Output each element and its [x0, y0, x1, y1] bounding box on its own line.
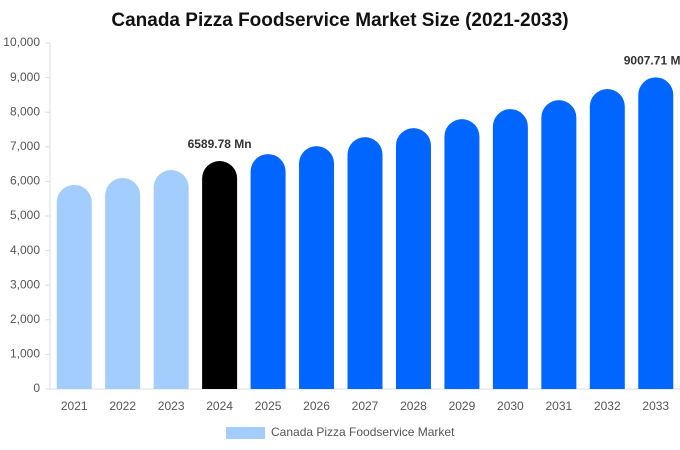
legend-label: Canada Pizza Foodservice Market: [271, 425, 455, 439]
x-tick-label: 2032: [594, 399, 621, 413]
x-tick-label: 2028: [400, 399, 427, 413]
y-tick-label: 1,000: [10, 347, 40, 361]
legend-swatch: [226, 427, 265, 439]
x-tick-label: 2026: [303, 399, 330, 413]
y-tick-label: 7,000: [10, 139, 40, 153]
bar: [589, 89, 625, 389]
x-tick-label: 2033: [642, 399, 669, 413]
y-tick-label: 6,000: [10, 174, 40, 188]
bar: [638, 77, 674, 389]
y-tick-label: 8,000: [10, 104, 40, 118]
x-tick-label: 2029: [449, 399, 476, 413]
y-tick-label: 5,000: [10, 208, 40, 222]
bar: [202, 160, 238, 389]
x-tick-label: 2022: [109, 399, 136, 413]
bar: [153, 169, 189, 389]
x-tick-label: 2024: [206, 399, 233, 413]
y-tick-label: 0: [33, 381, 40, 395]
data-label: 6589.78 Mn: [188, 137, 252, 151]
bar: [541, 100, 577, 389]
bar: [347, 137, 383, 389]
bar: [250, 154, 286, 389]
x-tick-label: 2031: [545, 399, 572, 413]
bar: [492, 109, 528, 389]
bar: [444, 119, 480, 390]
bar: [105, 177, 141, 389]
bar: [56, 184, 92, 389]
bar: [299, 146, 335, 389]
y-tick-label: 4,000: [10, 243, 40, 257]
x-tick-label: 2027: [352, 399, 379, 413]
y-tick-label: 2,000: [10, 312, 40, 326]
x-tick-label: 2021: [61, 399, 88, 413]
x-tick-label: 2030: [497, 399, 524, 413]
y-tick-label: 9,000: [10, 70, 40, 84]
x-tick-label: 2025: [255, 399, 282, 413]
y-tick-label: 3,000: [10, 277, 40, 291]
data-label: 9007.71 Mn: [624, 54, 680, 68]
chart-title: Canada Pizza Foodservice Market Size (20…: [111, 10, 568, 31]
x-tick-label: 2023: [158, 399, 185, 413]
y-tick-label: 10,000: [3, 35, 40, 49]
bar: [395, 128, 431, 389]
